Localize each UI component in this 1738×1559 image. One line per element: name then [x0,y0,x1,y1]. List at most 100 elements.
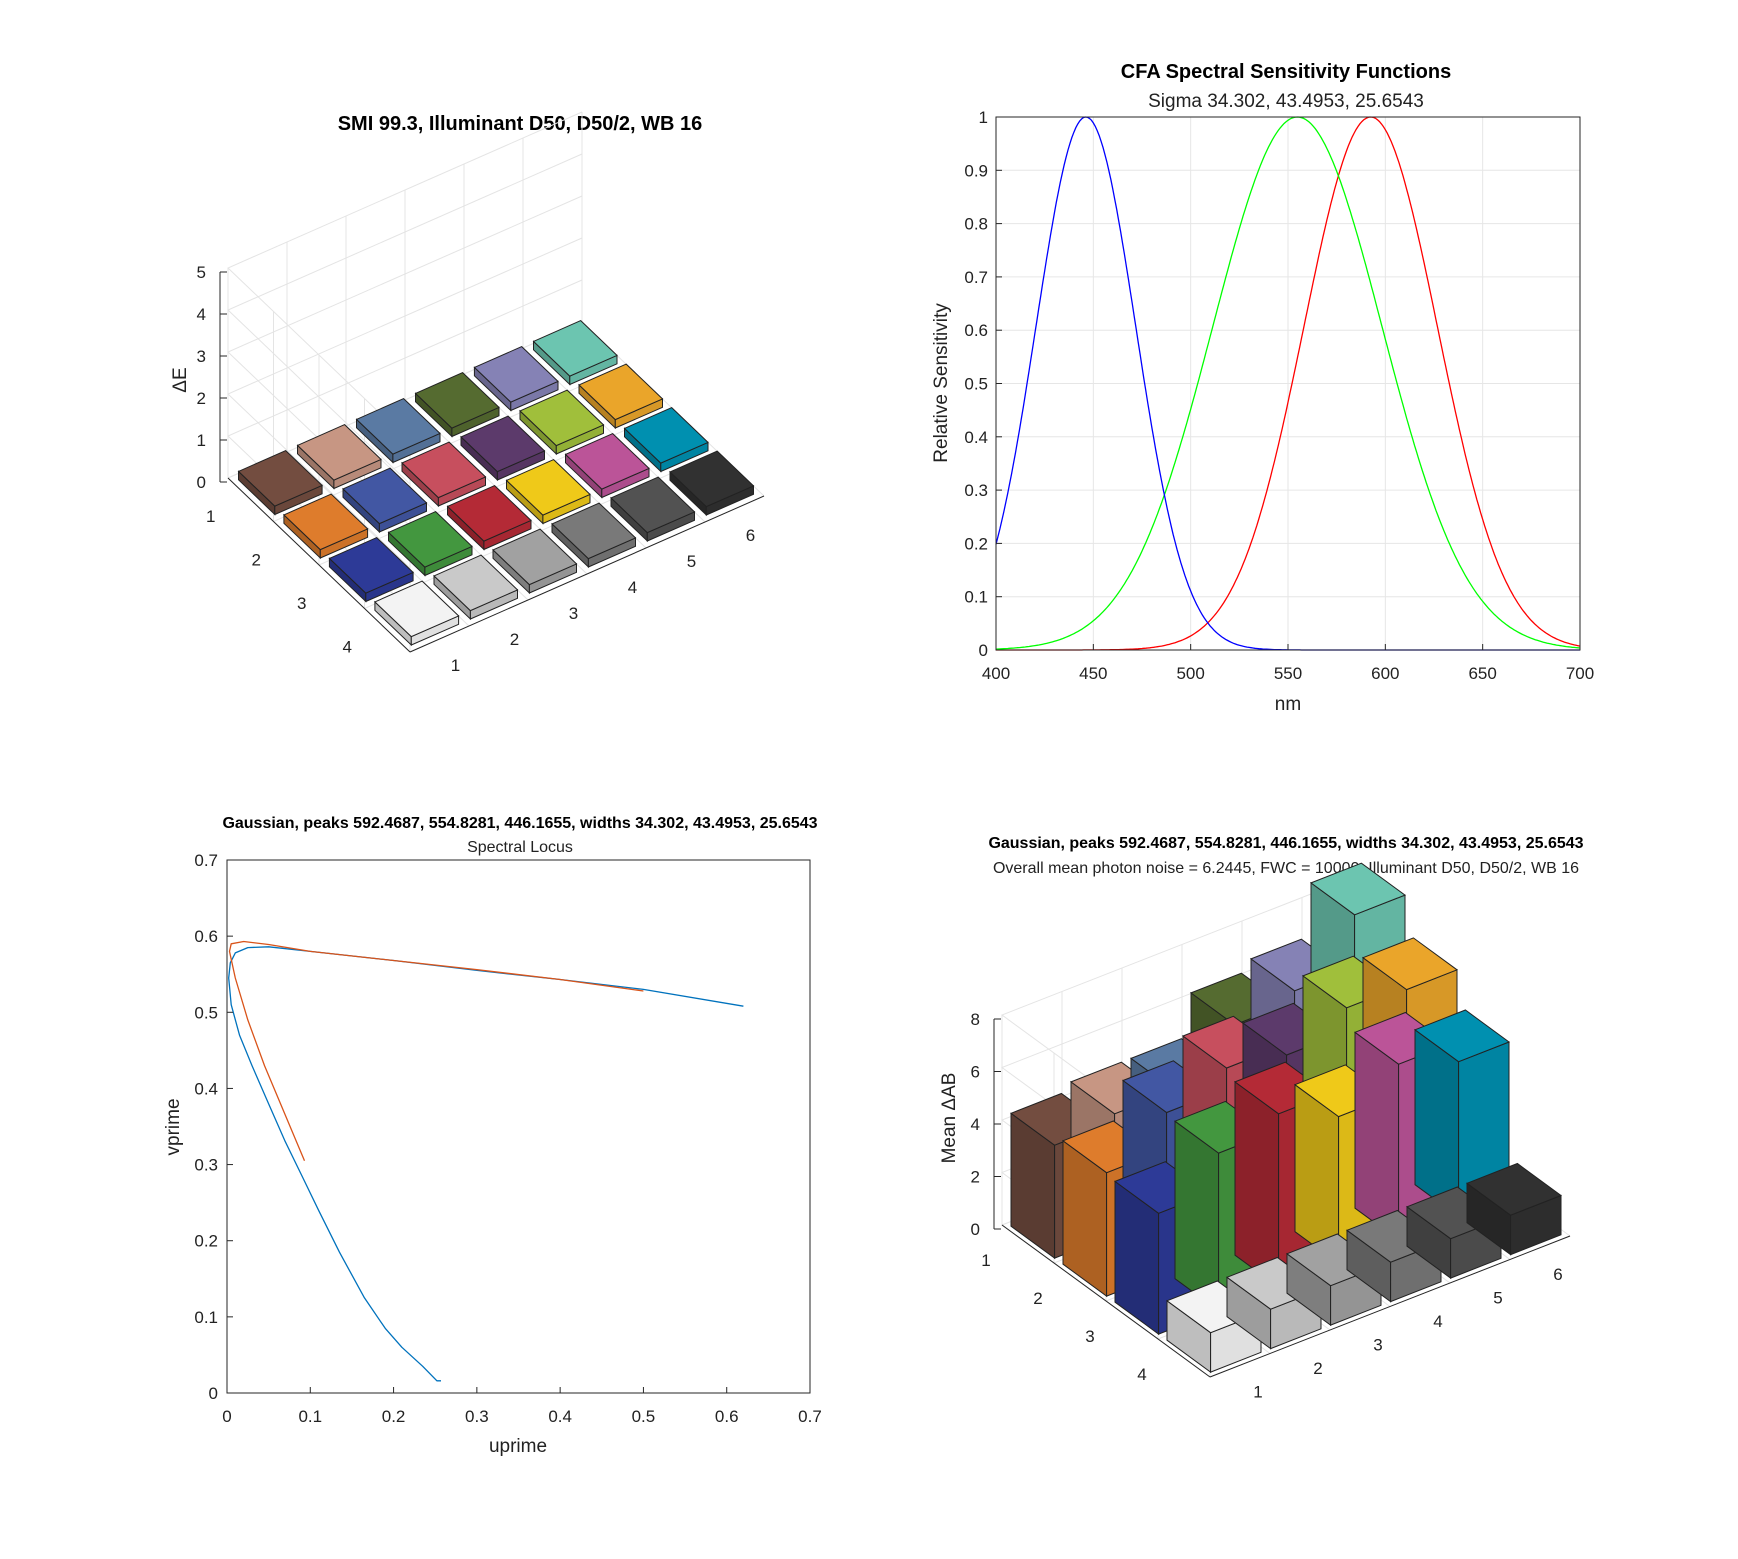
bar-top [578,363,664,421]
y-tick-label: 0 [209,1384,218,1403]
x-tick-label: 400 [982,664,1010,683]
x-tick-label: 0.1 [298,1407,322,1426]
col-axis [409,495,765,653]
y-tick-label: 0.2 [964,534,988,553]
z-tick-label: 6 [971,1063,980,1082]
bar-side [1354,1031,1400,1242]
smi-zlabel: ΔE [170,367,191,392]
noise-subtitle: Overall mean photon noise = 6.2445, FWC … [993,860,1579,877]
bar-patch-3-3 [446,485,532,551]
y-tick-label: 0.4 [964,428,988,447]
bar-patch-1-4 [414,372,500,438]
y-tick-label: 0.2 [194,1232,218,1251]
cfa-subtitle: Sigma 34.302, 43.4953, 25.6543 [1148,91,1424,112]
bar-patch-2-2 [342,467,428,534]
row-tick-label: 2 [1033,1289,1042,1308]
y-tick-label: 0.9 [964,161,988,180]
locus-plot-area [226,859,811,1394]
row-tick-label: 1 [981,1251,990,1270]
bar-patch-1-2 [296,424,382,490]
bar-patch-3-6 [623,407,709,473]
bar-patch-1-5 [473,346,559,412]
bar-top [446,485,532,542]
bar-patch-4-4 [551,502,637,569]
x-tick-label: 500 [1176,664,1204,683]
z-tick-label: 2 [971,1168,980,1187]
bar-patch-2-5 [519,389,605,456]
bar-side [1174,1120,1220,1312]
bar-patch-4-3 [492,528,578,595]
row-tick-label: 2 [252,550,261,569]
bar-patch-1-6 [532,320,618,386]
locus-tick-labels: 0 0.1 0.2 0.3 0.4 0.5 0.6 0.7 0 0.1 0.2 0.3 0.4 0.5 0.… [194,851,821,1426]
bar-patch-3-5 [564,433,650,499]
row-tick-label: 3 [297,594,306,613]
locus-series-line [228,940,644,1162]
bar-top [237,450,323,507]
col-tick-label: 5 [1493,1288,1502,1307]
row-tick-label: 4 [1137,1365,1146,1384]
x-tick-label: 0.7 [798,1407,822,1426]
bar-top [283,493,369,551]
x-tick-label: 650 [1468,664,1496,683]
locus-title: Gaussian, peaks 592.4687, 554.8281, 446.… [222,815,817,832]
y-tick-label: 0.6 [964,321,988,340]
bar-top [433,554,519,612]
x-tick-label: 0.2 [382,1407,406,1426]
bar-top [342,467,428,525]
bar-top [551,502,637,560]
noise-bars [1009,862,1563,1374]
y-tick-label: 0.4 [194,1079,218,1098]
smi-title: SMI 99.3, Illuminant D50, D50/2, WB 16 [338,113,703,135]
col-axis [1209,1235,1571,1378]
x-tick-label: 0.4 [548,1407,572,1426]
bar-top [623,407,709,464]
z-tick-label: 8 [971,1010,980,1029]
x-tick-label: 550 [1274,664,1302,683]
bar-top [401,441,487,499]
bar-top [296,424,382,481]
locus-subtitle: Spectral Locus [467,839,573,856]
bar-top [505,459,591,516]
bar-patch-3-4 [505,459,591,525]
bar-patch-4-5 [610,476,696,543]
col-tick-label: 4 [1433,1312,1442,1331]
z-tick-label: 3 [197,347,206,366]
col-tick-label: 3 [569,604,578,623]
col-tick-label: 6 [746,526,755,545]
bar-top [564,433,650,490]
y-tick-label: 0.7 [964,268,988,287]
bar-patch-2-1 [283,493,369,560]
bar-patch-1-1 [237,450,323,516]
bar-top [473,346,559,403]
bar-patch-4-2 [433,554,519,621]
bar-top [328,537,414,594]
bar-patch-4-6 [669,450,755,517]
cfa-ylabel: Relative Sensitivity [931,303,952,463]
x-tick-label: 0.6 [715,1407,739,1426]
x-tick-label: 0 [222,1407,231,1426]
col-tick-label: 3 [1373,1335,1382,1354]
bar-patch-2-4 [460,415,546,482]
bar-top [669,450,755,508]
cfa-title: CFA Spectral Sensitivity Functions [1121,61,1451,83]
locus-lines [228,940,744,1382]
bar-top [532,320,618,377]
row-tick-label: 4 [343,637,352,656]
col-tick-label: 1 [1253,1382,1262,1401]
x-tick-label: 0.3 [465,1407,489,1426]
noise-zlabel: Mean ΔAB [939,1073,960,1164]
bar-top [414,372,500,429]
col-tick-label: 1 [451,656,460,675]
y-tick-label: 0.8 [964,215,988,234]
bar-top [492,528,578,586]
noise-title: Gaussian, peaks 592.4687, 554.8281, 446.… [988,835,1583,852]
cfa-plot: CFA Spectral Sensitivity Functions Sigma… [931,61,1594,715]
locus-ylabel: vprime [163,1098,184,1155]
smi-bars [237,320,755,647]
bar-top [610,476,696,534]
noise-plot: Gaussian, peaks 592.4687, 554.8281, 446.… [939,835,1584,1401]
row-axis [1001,1224,1211,1378]
y-tick-label: 0.7 [194,851,218,870]
